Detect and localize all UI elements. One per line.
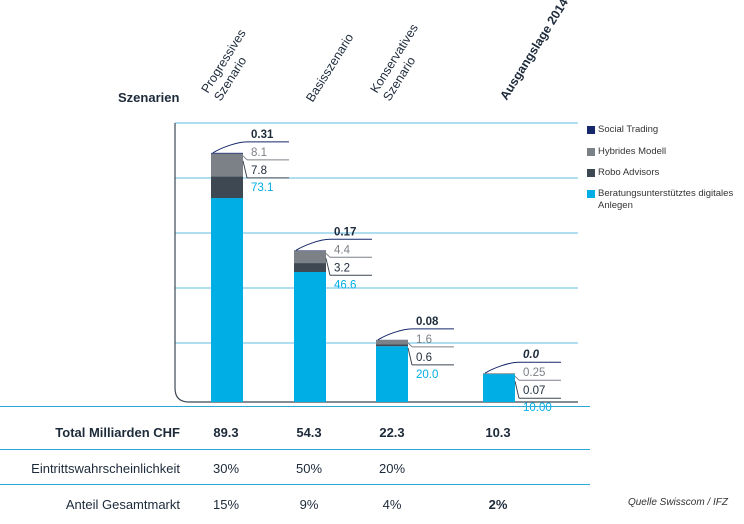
source-note: Quelle Swisscom / IFZ [627,497,728,508]
connector-line [514,375,520,381]
legend-item-hybrides-modell: Hybrides Modell [587,146,667,158]
probability-cell: 20% [378,461,406,476]
row-label-anteil: Anteil Gesamtmarkt [65,497,180,512]
legend-item-social-trading: Social Trading [587,124,659,136]
bar-segment [483,373,515,374]
total-cell: 22.3 [379,425,405,440]
connector-line [407,342,413,348]
data-label: 46.6 [334,279,356,291]
data-label: 3.2 [334,262,350,274]
data-label: 0.0 [523,349,540,361]
share-cell: 4% [382,497,402,512]
bar-segment [376,344,408,347]
total-cell: 54.3 [296,425,322,440]
data-label: 8.1 [251,147,267,159]
data-label: 0.07 [523,385,545,397]
row-label-wahrscheinlichkeit: Eintrittswahrscheinlichkeit [31,461,180,476]
probability-cell: 30% [212,461,240,476]
bar-segment [211,153,243,177]
data-label: 0.6 [416,352,432,364]
connector-line [325,258,331,276]
bar-segment [211,152,243,154]
data-label: 0.25 [523,367,545,379]
bar-segment [483,374,515,402]
legend-label: Beratungsunterstütztes digitales Anlegen [598,188,734,211]
connector-line [514,381,520,399]
legend-swatch [587,148,595,156]
data-label: 0.31 [251,129,274,141]
total-cell: 89.3 [213,425,239,440]
axis-line [174,123,578,403]
data-label: 20.0 [416,369,438,381]
legend-label: Hybrides Modell [598,146,667,157]
legend-item-beratung: Beratungsunterstütztes digitales Anlegen [587,188,738,212]
bar-segment [211,198,243,402]
legend-label: Robo Advisors [598,167,660,178]
table-divider [0,484,590,485]
connector-line [295,238,331,251]
connector-line [325,252,331,258]
share-cell: 9% [299,497,319,512]
total-cell: 10.3 [485,425,511,440]
connector-line [407,347,413,365]
data-label: 1.6 [416,334,432,346]
bar-segment [376,340,408,345]
bar-segment [294,250,326,264]
bar-segment [211,176,243,199]
share-cell: 15% [212,497,240,512]
connector-line [377,328,413,341]
data-label: 73.1 [251,182,273,194]
share-cell: 2% [488,497,508,512]
bar-segment [294,271,326,402]
bar-segment [376,346,408,402]
legend-swatch [587,126,595,134]
probability-cell: 50% [295,461,323,476]
connector-line [484,361,520,374]
connector-line [242,155,248,161]
legend-swatch [587,169,595,177]
data-label: 4.4 [334,244,351,256]
data-label: 0.17 [334,226,356,238]
connector-line [242,160,248,178]
data-label: 10.00 [523,402,552,414]
legend-swatch [587,190,595,198]
y-axis-label: Szenarien [118,90,180,105]
legend-label: Social Trading [598,124,659,135]
connector-line [212,141,248,154]
data-label: 7.8 [251,165,267,177]
table-divider [0,449,590,450]
table-divider [0,406,590,407]
bar-segment [294,263,326,272]
row-label-total: Total Milliarden CHF [55,425,180,440]
data-label: 0.08 [416,316,439,328]
legend-item-robo-advisors: Robo Advisors [587,167,660,179]
